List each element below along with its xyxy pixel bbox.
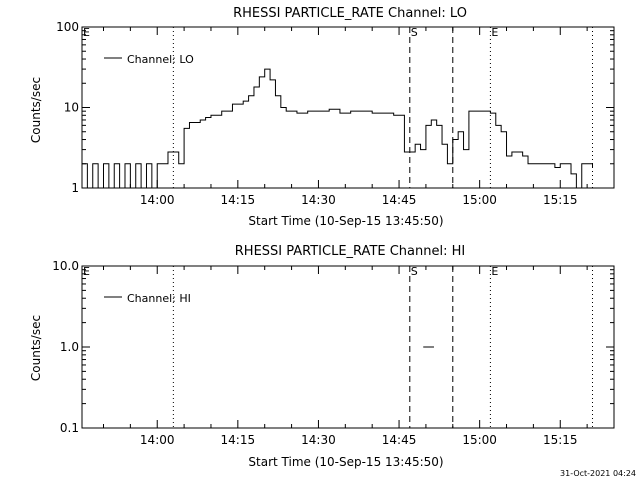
chart-title: RHESSI PARTICLE_RATE Channel: HI [235,244,465,259]
x-axis-label: Start Time (10-Sep-15 13:45:50) [248,455,443,469]
legend-label: Channel: HI [127,292,191,305]
timestamp: 31-Oct-2021 04:24 [560,469,636,478]
event-marker-label: E [491,265,498,278]
chart-panel-lo: RHESSI PARTICLE_RATE Channel: LO Counts/… [29,6,615,228]
series-line [82,68,594,189]
event-marker-label: E [83,265,90,278]
x-tick-label: 15:15 [543,433,578,447]
y-axis-label: Counts/sec [29,315,43,381]
legend-label: Channel: LO [127,53,194,66]
y-tick-label: 10 [64,101,79,115]
x-tick-label: 15:15 [543,193,578,207]
x-tick-label: 14:15 [221,193,256,207]
chart-panel-hi: RHESSI PARTICLE_RATE Channel: HI Counts/… [29,244,615,469]
y-tick-label: 100 [56,20,79,34]
event-marker-label: S [411,26,418,39]
event-marker-label: S [411,265,418,278]
x-tick-label: 14:15 [221,433,256,447]
x-tick-label: 14:00 [140,433,175,447]
event-marker-label: E [83,26,90,39]
chart-title: RHESSI PARTICLE_RATE Channel: LO [233,6,467,21]
x-tick-label: 14:00 [140,193,175,207]
x-tick-label: 14:30 [301,433,336,447]
plot-frame [81,265,615,429]
x-axis-label: Start Time (10-Sep-15 13:45:50) [248,214,443,228]
x-tick-label: 14:45 [382,193,417,207]
x-tick-label: 14:30 [301,193,336,207]
x-tick-label: 15:00 [462,433,497,447]
x-tick-label: 15:00 [462,193,497,207]
y-tick-label: 0.1 [60,421,79,435]
event-marker-label: E [491,26,498,39]
y-tick-label: 1.0 [60,340,79,354]
y-axis-label: Counts/sec [29,77,43,143]
y-tick-label: 1 [71,181,79,195]
x-tick-label: 14:45 [382,433,417,447]
y-tick-label: 10.0 [52,259,79,273]
